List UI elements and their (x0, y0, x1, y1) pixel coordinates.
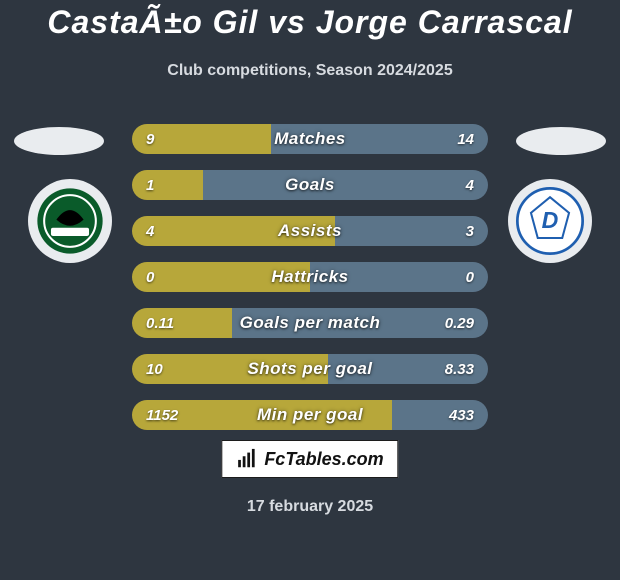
date-text: 17 february 2025 (0, 498, 620, 516)
stat-row: 0 0 Hattricks (132, 262, 488, 292)
brand-box: FcTables.com (221, 440, 398, 478)
stat-label: Assists (132, 216, 488, 246)
decorative-ellipse-right (516, 127, 606, 155)
stat-label: Goals per match (132, 308, 488, 338)
stat-row: 0.11 0.29 Goals per match (132, 308, 488, 338)
stat-row: 10 8.33 Shots per goal (132, 354, 488, 384)
stat-label: Min per goal (132, 400, 488, 430)
stat-row: 1 4 Goals (132, 170, 488, 200)
decorative-ellipse-left (14, 127, 104, 155)
stat-label: Matches (132, 124, 488, 154)
club-crest-right-icon: D (516, 187, 584, 255)
stat-row: 9 14 Matches (132, 124, 488, 154)
stat-bars: 9 14 Matches 1 4 Goals 4 3 Assists 0 0 H… (132, 124, 488, 446)
club-badge-left (28, 179, 112, 263)
brand-chart-icon (236, 448, 258, 470)
stat-label: Goals (132, 170, 488, 200)
page-subtitle: Club competitions, Season 2024/2025 (0, 62, 620, 80)
club-crest-left-icon (36, 187, 104, 255)
page-title: CastaÃ±o Gil vs Jorge Carrascal (0, 4, 620, 41)
stat-label: Shots per goal (132, 354, 488, 384)
stat-row: 1152 433 Min per goal (132, 400, 488, 430)
stat-row: 4 3 Assists (132, 216, 488, 246)
club-badge-right: D (508, 179, 592, 263)
svg-text:D: D (542, 207, 559, 233)
brand-text: FcTables.com (264, 449, 383, 470)
stat-label: Hattricks (132, 262, 488, 292)
